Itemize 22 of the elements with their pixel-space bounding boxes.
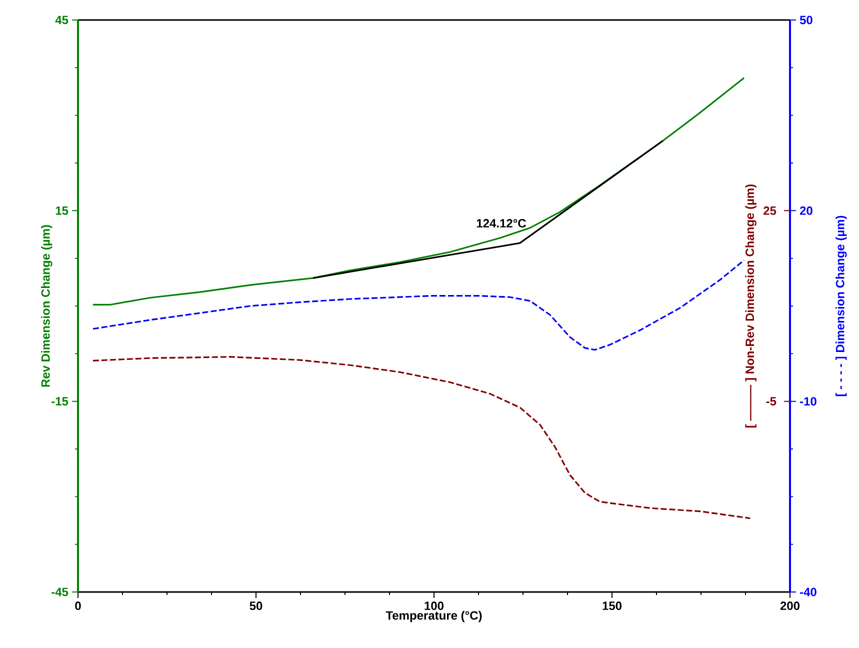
y-tick-label: -15 — [52, 397, 68, 406]
x-tick-label: 50 — [250, 602, 262, 610]
y-tick-label: 45 — [55, 16, 68, 24]
x-tick-label: 100 — [424, 602, 444, 610]
annotation: 124.12°C — [476, 219, 526, 228]
x-axis-title: Temperature (°C) — [386, 610, 482, 622]
x-tick-label: 0 — [75, 602, 81, 610]
y3-tick-label: 25 — [764, 206, 776, 215]
y2-tick-label: -40 — [800, 588, 816, 596]
y-tick-label: 15 — [56, 206, 68, 215]
y2-tick-label: 20 — [800, 206, 812, 215]
y2-tick-label: 50 — [800, 16, 812, 24]
y3-tick-label: -5 — [766, 397, 776, 406]
y-tick-label: -45 — [52, 588, 68, 596]
y-axis-title: Rev Dimension Change (µm) — [41, 225, 52, 387]
line-series — [92, 77, 745, 306]
y2-axis-title: [ - - - - ] Dimension Change (µm) — [836, 216, 847, 396]
x-tick-label: 200 — [780, 602, 800, 610]
y3-axis-title: [ ——— ] Non-Rev Dimension Change (µm) — [745, 184, 756, 428]
y2-tick-label: -10 — [800, 397, 816, 406]
line-series — [92, 259, 745, 351]
x-tick-label: 150 — [602, 602, 622, 610]
